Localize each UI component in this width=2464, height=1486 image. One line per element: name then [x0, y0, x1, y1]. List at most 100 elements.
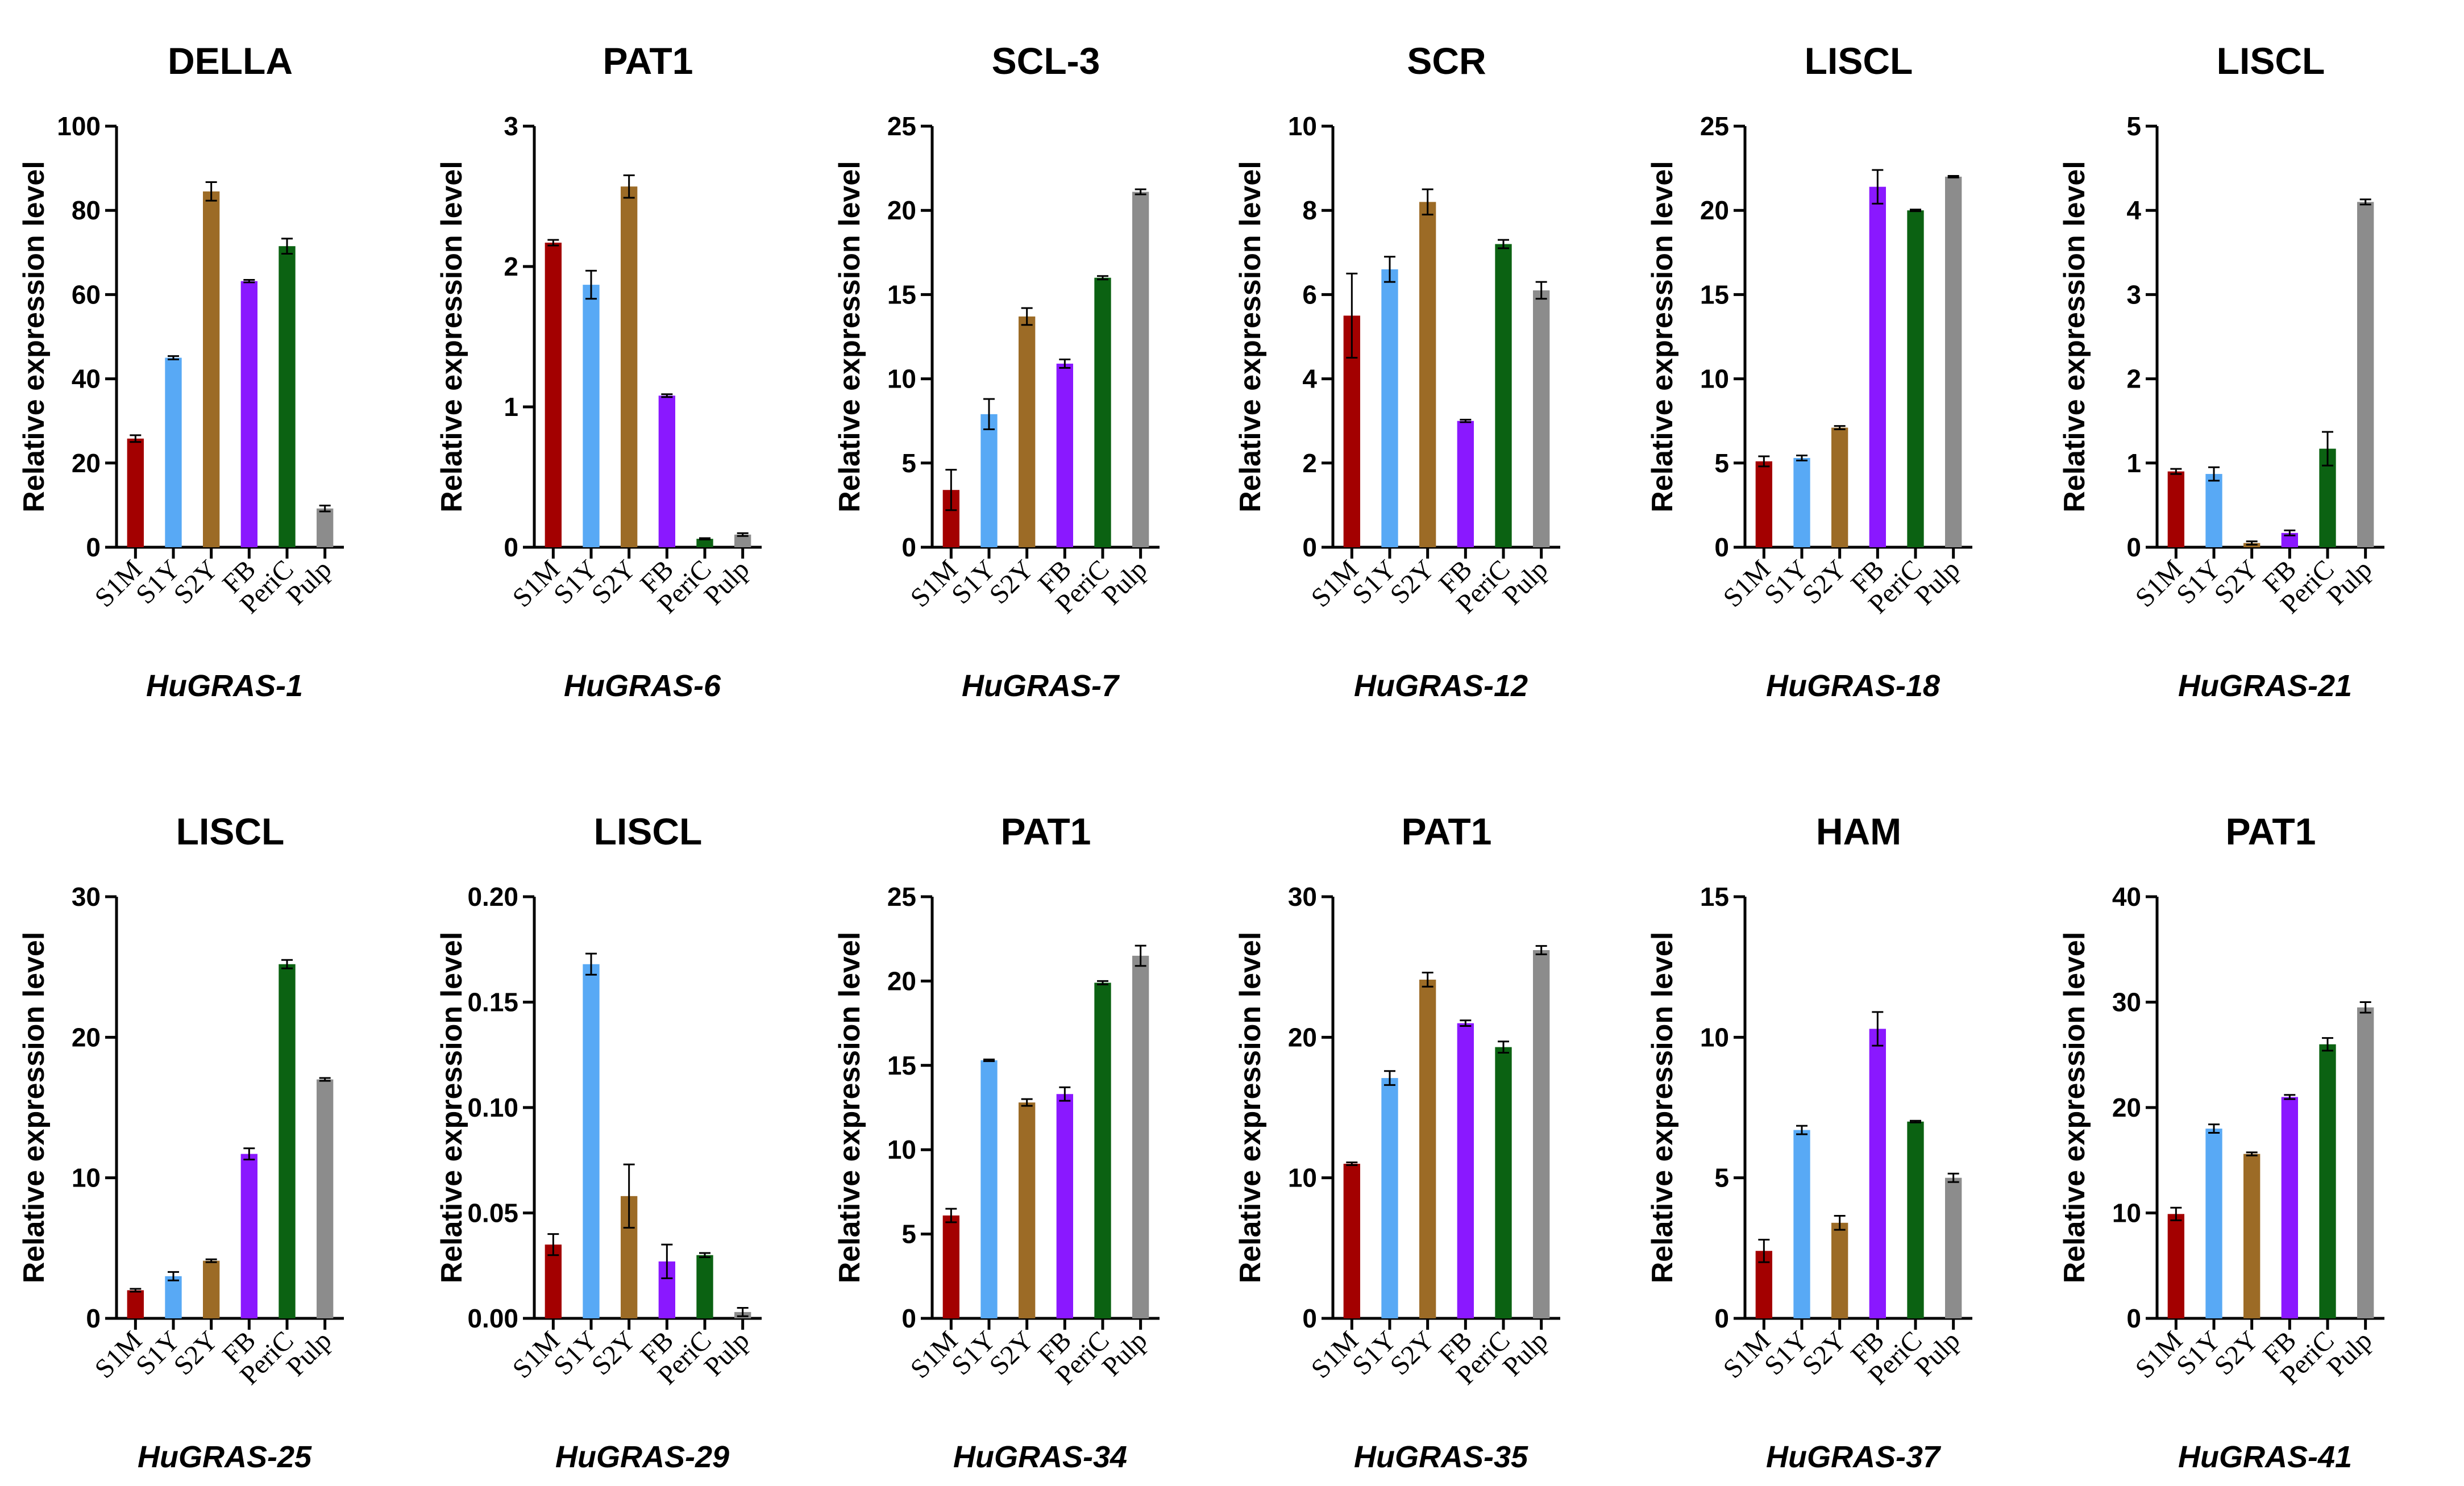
gene-label: HuGRAS-29	[555, 1440, 729, 1474]
bar-peric	[1094, 983, 1111, 1318]
chart-panel: SCL-3 Relative expression level 0 5 10 15 20 25…	[833, 40, 1160, 703]
bar-peric	[1495, 244, 1512, 548]
bar-fb	[1056, 363, 1073, 547]
chart-title: LISCL	[176, 810, 285, 852]
bar-peric	[279, 246, 296, 547]
gene-label: HuGRAS-7	[962, 669, 1120, 703]
bar-s2y	[1019, 316, 1036, 547]
y-tick-label: 0	[504, 532, 518, 562]
chart-title: LISCL	[594, 810, 703, 852]
bar-pulp	[734, 534, 751, 547]
y-axis-label: Relative expression level	[833, 161, 866, 513]
y-tick-label: 20	[1700, 195, 1729, 225]
y-tick-label: 30	[72, 882, 101, 911]
bar-pulp	[317, 1079, 334, 1318]
y-tick-label: 30	[2112, 988, 2141, 1017]
y-tick-label: 1	[504, 392, 518, 422]
y-tick-label: 10	[887, 364, 916, 394]
gene-label: HuGRAS-1	[146, 669, 303, 703]
y-tick-label: 0.10	[467, 1093, 518, 1122]
x-tick-label: S2Y	[2209, 1325, 2264, 1381]
y-tick-label: 8	[1302, 195, 1317, 225]
y-axis-label: Relative expression level	[1234, 932, 1267, 1284]
y-tick-label: 80	[72, 195, 101, 225]
y-tick-label: 20	[2112, 1093, 2141, 1122]
bar-s2y	[2243, 1154, 2261, 1318]
y-tick-label: 4	[1302, 364, 1317, 394]
y-tick-label: 0.20	[467, 882, 518, 911]
y-tick-label: 0	[901, 1304, 916, 1333]
x-tick-label: Pulp	[699, 554, 755, 611]
bar-pulp	[1132, 192, 1149, 547]
bar-peric	[1907, 210, 1924, 547]
gene-label: HuGRAS-41	[2178, 1440, 2352, 1474]
y-tick-label: 2	[504, 252, 518, 281]
chart-title: SCR	[1407, 40, 1486, 82]
bar-s1m	[545, 1244, 562, 1318]
y-tick-label: 20	[72, 1022, 101, 1052]
bar-s1y	[2205, 1129, 2222, 1318]
bar-s1y	[980, 1060, 998, 1318]
y-tick-label: 20	[72, 448, 101, 478]
y-tick-label: 30	[1288, 882, 1317, 911]
y-tick-label: 100	[57, 111, 101, 141]
y-tick-label: 0	[1302, 532, 1317, 562]
x-tick-label: S2Y	[984, 554, 1040, 610]
bar-s1y	[583, 285, 600, 547]
y-tick-label: 0.05	[467, 1198, 518, 1228]
x-tick-label: Pulp	[281, 1325, 338, 1382]
x-tick-label: S2Y	[168, 1325, 224, 1381]
bar-s1m	[545, 243, 562, 547]
chart-title: PAT1	[1001, 810, 1091, 852]
y-axis-label: Relative expression level	[435, 932, 468, 1284]
y-tick-label: 10	[1288, 1163, 1317, 1193]
x-tick-label: S2Y	[168, 554, 224, 610]
bar-peric	[2319, 1044, 2336, 1318]
bar-peric	[1094, 277, 1111, 547]
x-tick-label: S2Y	[2209, 554, 2264, 610]
bar-s2y	[1019, 1102, 1036, 1318]
y-axis-label: Relative expression level	[2058, 932, 2091, 1284]
bar-s2y	[203, 1260, 220, 1318]
bar-s1y	[1381, 1078, 1398, 1318]
y-axis-label: Relative expression level	[18, 932, 51, 1284]
x-tick-label: S2Y	[1797, 554, 1852, 610]
gene-label: HuGRAS-21	[2178, 669, 2352, 703]
y-tick-label: 0.15	[467, 988, 518, 1017]
chart-title: DELLA	[168, 40, 293, 82]
y-tick-label: 40	[2112, 882, 2141, 911]
gene-label: HuGRAS-12	[1354, 669, 1528, 703]
y-axis-label: Relative expression level	[1234, 161, 1267, 513]
y-tick-label: 10	[2112, 1198, 2141, 1228]
bar-s1y	[2205, 474, 2222, 547]
x-tick-label: S2Y	[1385, 554, 1440, 610]
y-axis-label: Relative expression level	[833, 932, 866, 1284]
y-tick-label: 10	[1700, 1022, 1729, 1052]
y-tick-label: 15	[1700, 882, 1729, 911]
bar-s1m	[1343, 1163, 1360, 1318]
gene-label: HuGRAS-34	[953, 1440, 1127, 1474]
bar-s1m	[1755, 461, 1772, 547]
y-tick-label: 1	[2126, 448, 2141, 478]
bar-peric	[1495, 1047, 1512, 1318]
y-tick-label: 0	[901, 532, 916, 562]
y-axis-label: Relative expression level	[1646, 932, 1679, 1284]
chart-panel: LISCL Relative expression level 0.00 0.05 0.…	[435, 810, 762, 1474]
chart-title: HAM	[1816, 810, 1901, 852]
y-tick-label: 0	[86, 1304, 101, 1333]
bar-s1m	[127, 1290, 144, 1318]
x-tick-label: S2Y	[586, 1325, 642, 1381]
bar-pulp	[2357, 1007, 2374, 1318]
bar-s1m	[2167, 1214, 2184, 1318]
y-axis-label: Relative expression level	[435, 161, 468, 513]
bar-s1m	[942, 1215, 959, 1318]
y-tick-label: 5	[1714, 1163, 1729, 1193]
x-tick-label: Pulp	[1497, 1325, 1554, 1382]
x-tick-label: Pulp	[2321, 1325, 2378, 1382]
gene-label: HuGRAS-6	[564, 669, 721, 703]
